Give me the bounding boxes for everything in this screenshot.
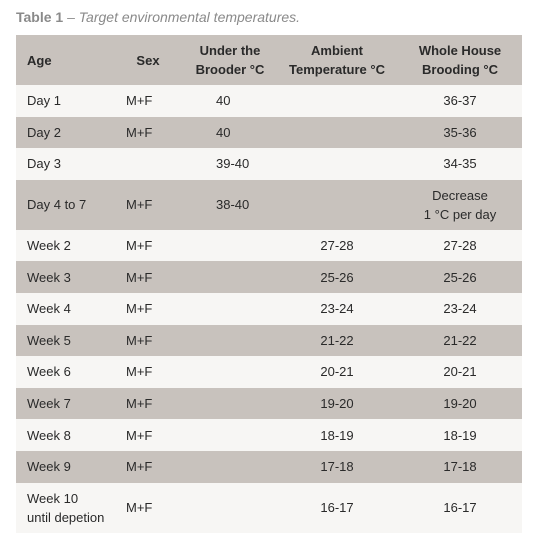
cell-whole-house-brooding: 19-20: [443, 396, 477, 412]
cell-ambient-temperature: 19-20: [320, 396, 354, 412]
cell-under-brooder: [184, 451, 276, 483]
cell-ambient-temperature: 20-21: [320, 364, 354, 380]
cell-sex: M+F: [126, 332, 153, 348]
cell-whole-house-brooding: 27-28: [443, 238, 477, 254]
table-row: Day 3 39-40 34-35: [16, 148, 522, 180]
cell-whole-house-brooding: 34-35: [443, 156, 477, 172]
cell-whole-house-brooding: 17-18: [443, 459, 477, 475]
cell-age: Week 5: [27, 332, 71, 348]
cell-ambient-temperature: 23-24: [320, 301, 354, 317]
cell-sex: [112, 148, 184, 180]
cell-age: Week 10 until depetion: [27, 490, 105, 525]
header-under-brooder: Under the Brooder °C: [195, 43, 265, 77]
cell-ambient-temperature: [276, 85, 398, 117]
header-whole-house-brooding: Whole House Brooding °C: [418, 43, 502, 77]
cell-sex: M+F: [126, 93, 153, 109]
cell-sex: M+F: [126, 396, 153, 412]
table-body: Day 1 M+F 40 36-37 Day 2 M+F 40 35-36 Day 3 39-40…: [16, 85, 522, 533]
table-row: Week 10 until depetion M+F 16-17 16-17: [16, 482, 522, 533]
table-row: Week 4 M+F 23-24 23-24: [16, 292, 522, 325]
cell-whole-house-brooding: 36-37: [443, 93, 477, 109]
cell-whole-house-brooding: 35-36: [443, 124, 477, 140]
cell-sex: M+F: [126, 301, 153, 317]
cell-under-brooder: [184, 261, 276, 293]
cell-age: Week 6: [27, 364, 71, 380]
cell-age: Day 2: [27, 124, 61, 140]
table-row: Day 2 M+F 40 35-36: [16, 116, 522, 149]
cell-under-brooder: [184, 356, 276, 388]
table-row: Week 2 M+F 27-28 27-28: [16, 229, 522, 262]
cell-sex: M+F: [126, 124, 153, 140]
cell-sex: M+F: [126, 427, 153, 443]
cell-ambient-temperature: [276, 117, 398, 149]
table-row: Day 1 M+F 40 36-37: [16, 85, 522, 117]
cell-age: Week 7: [27, 396, 71, 412]
header-age: Age: [27, 52, 52, 68]
cell-ambient-temperature: 18-19: [320, 427, 354, 443]
cell-age: Week 8: [27, 427, 71, 443]
table-header: Age Sex Under the Brooder °C Ambient Tem…: [16, 35, 522, 85]
cell-ambient-temperature: 21-22: [320, 332, 354, 348]
cell-sex: M+F: [126, 269, 153, 285]
header-row: Age Sex Under the Brooder °C Ambient Tem…: [16, 35, 522, 85]
cell-under-brooder: [184, 293, 276, 325]
table-row: Day 4 to 7 M+F 38-40 Decrease 1 °C per day: [16, 179, 522, 230]
caption-label: Table 1: [16, 9, 64, 25]
cell-under-brooder: 40: [216, 93, 231, 109]
cell-sex: M+F: [126, 197, 153, 213]
cell-ambient-temperature: [276, 148, 398, 180]
cell-sex: M+F: [126, 459, 153, 475]
cell-age: Week 3: [27, 269, 71, 285]
cell-under-brooder: 40: [216, 124, 231, 140]
cell-age: Week 4: [27, 301, 71, 317]
cell-age: Day 3: [27, 156, 61, 172]
cell-under-brooder: [184, 419, 276, 451]
cell-ambient-temperature: 27-28: [320, 238, 354, 254]
caption-separator: –: [63, 9, 79, 25]
cell-under-brooder: 38-40: [216, 197, 250, 213]
caption-text: Target environmental temperatures.: [78, 9, 301, 25]
temperature-table: Age Sex Under the Brooder °C Ambient Tem…: [16, 35, 522, 533]
cell-whole-house-brooding: Decrease 1 °C per day: [423, 187, 497, 222]
cell-ambient-temperature: [276, 180, 398, 230]
cell-whole-house-brooding: 21-22: [443, 332, 477, 348]
table-row: Week 7 M+F 19-20 19-20: [16, 387, 522, 420]
table-row: Week 5 M+F 21-22 21-22: [16, 324, 522, 357]
cell-whole-house-brooding: 20-21: [443, 364, 477, 380]
cell-whole-house-brooding: 25-26: [443, 269, 477, 285]
cell-age: Week 2: [27, 238, 71, 254]
cell-age: Day 4 to 7: [27, 197, 87, 213]
cell-sex: M+F: [126, 238, 153, 254]
cell-age: Day 1: [27, 93, 61, 109]
cell-ambient-temperature: 17-18: [320, 459, 354, 475]
table-caption: Table 1 – Target environmental temperatu…: [16, 9, 300, 25]
cell-under-brooder: [184, 483, 276, 533]
cell-sex: M+F: [126, 500, 153, 516]
table-row: Week 8 M+F 18-19 18-19: [16, 419, 522, 451]
cell-age: Week 9: [27, 459, 71, 475]
cell-under-brooder: [184, 230, 276, 262]
cell-under-brooder: [184, 325, 276, 357]
cell-under-brooder: 39-40: [216, 156, 250, 172]
cell-whole-house-brooding: 23-24: [443, 301, 477, 317]
header-sex: Sex: [136, 52, 160, 68]
cell-ambient-temperature: 16-17: [320, 500, 354, 516]
table-row: Week 6 M+F 20-21 20-21: [16, 356, 522, 388]
cell-sex: M+F: [126, 364, 153, 380]
cell-whole-house-brooding: 16-17: [443, 500, 477, 516]
cell-under-brooder: [184, 388, 276, 420]
table-row: Week 9 M+F 17-18 17-18: [16, 450, 522, 483]
cell-whole-house-brooding: 18-19: [443, 427, 477, 443]
header-ambient-temperature: Ambient Temperature °C: [289, 43, 385, 77]
cell-ambient-temperature: 25-26: [320, 269, 354, 285]
table-row: Week 3 M+F 25-26 25-26: [16, 261, 522, 293]
